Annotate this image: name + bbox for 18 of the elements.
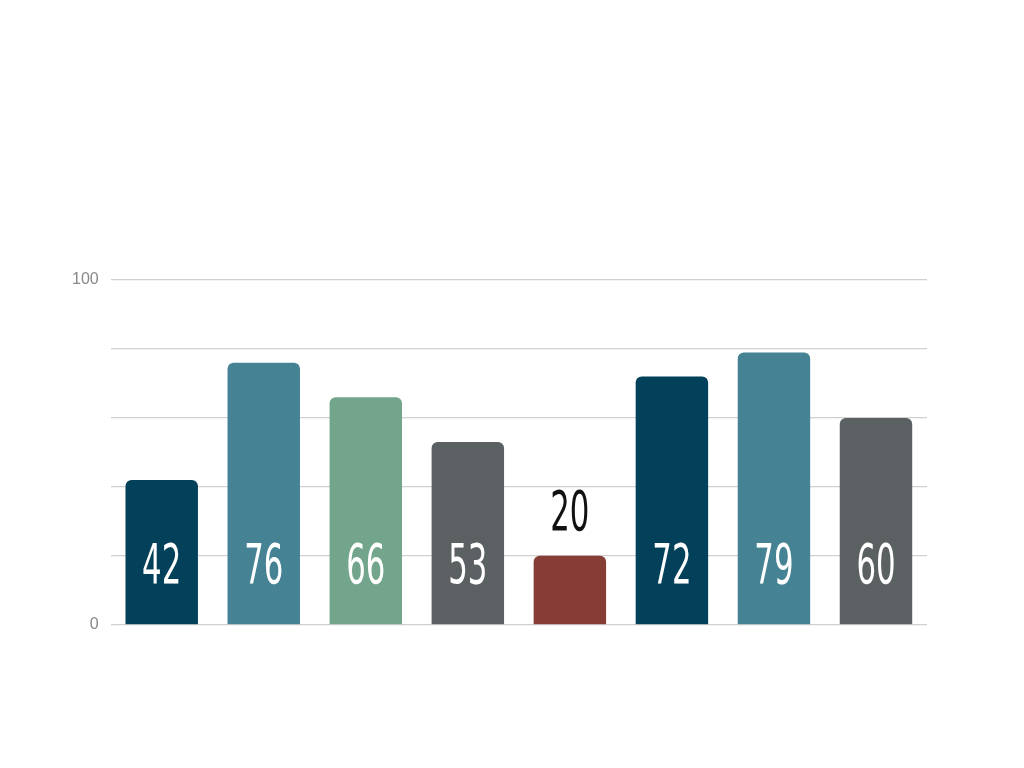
data-label: 60 [856, 531, 896, 597]
data-label: 79 [754, 531, 794, 597]
data-label: 53 [448, 531, 488, 597]
bar [839, 417, 913, 625]
y-tick-label: 100 [71, 270, 99, 288]
bar [533, 555, 607, 625]
bar [125, 479, 198, 625]
data-label: 42 [142, 531, 182, 597]
data-label: 72 [652, 531, 692, 597]
bar [329, 397, 403, 625]
bar [227, 362, 300, 625]
bar [431, 442, 505, 625]
data-label: 20 [550, 478, 590, 545]
y-tick-label: 0 [89, 615, 99, 633]
data-label: 66 [346, 531, 386, 597]
data-label: 76 [244, 531, 284, 597]
bar [737, 352, 811, 625]
bar [635, 376, 709, 625]
